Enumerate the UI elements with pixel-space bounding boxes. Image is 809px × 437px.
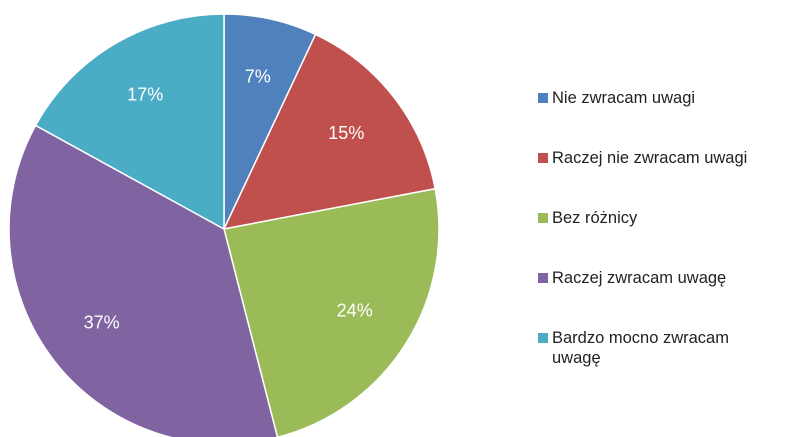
data-label: 24% — [337, 301, 373, 321]
data-label: 7% — [245, 67, 271, 87]
data-label: 37% — [84, 313, 120, 333]
legend-swatch — [538, 153, 548, 163]
legend-label: Nie zwracam uwagi — [552, 89, 696, 107]
data-label: 15% — [328, 123, 364, 143]
legend-item: Raczej nie zwracam uwagi — [538, 148, 747, 168]
legend-label: Raczej zwracam uwagę — [552, 269, 727, 287]
pie-slice — [223, 187, 440, 437]
pie-slice — [8, 124, 279, 437]
legend-item: Bardzo mocno zwracam uwagę — [538, 328, 782, 368]
legend-swatch — [538, 213, 548, 223]
legend-label: Bez różnicy — [552, 209, 638, 227]
legend-label: Bardzo mocno zwracam uwagę — [552, 329, 729, 367]
legend-swatch — [538, 333, 548, 343]
pie-slice — [34, 13, 225, 231]
data-label: 17% — [127, 85, 163, 105]
legend-item: Nie zwracam uwagi — [538, 88, 695, 108]
legend-item: Bez różnicy — [538, 208, 637, 228]
legend-swatch — [538, 93, 548, 103]
legend-item: Raczej zwracam uwagę — [538, 268, 726, 288]
pie-slice — [222, 33, 437, 231]
legend-label: Raczej nie zwracam uwagi — [552, 149, 748, 167]
legend-swatch — [538, 273, 548, 283]
